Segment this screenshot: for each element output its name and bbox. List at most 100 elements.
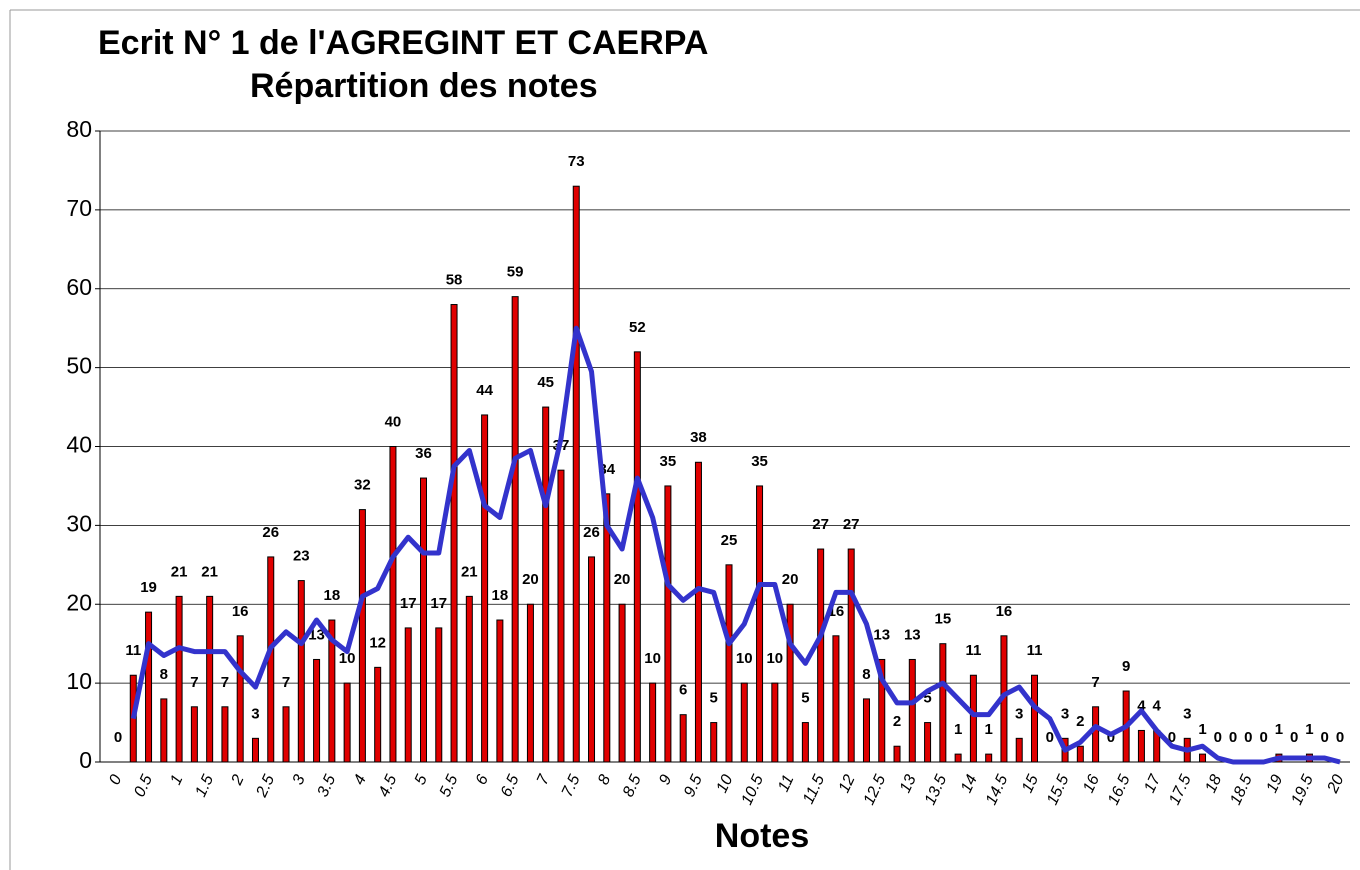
data-label: 44 [476,382,493,399]
bar [649,682,657,763]
y-tick-label: 70 [66,195,92,221]
data-label: 1 [985,721,993,738]
data-label: 45 [537,374,554,391]
bar [878,658,886,763]
data-label: 0 [114,729,122,746]
x-tick-label: 6.5 [498,772,523,799]
x-tick-label: 10 [714,772,737,795]
x-tick-label: 12.5 [861,772,890,808]
data-label: 17 [430,595,447,612]
data-label: 26 [583,524,600,541]
data-label: 0 [1321,729,1329,746]
data-label: 10 [736,650,753,667]
x-tick-label: 0 [106,772,125,787]
data-label: 21 [461,563,478,580]
bar [679,714,687,763]
x-tick-label: 16.5 [1105,772,1134,808]
y-tick-label: 50 [66,353,92,379]
x-tick-label: 11.5 [800,772,828,806]
data-label: 52 [629,319,646,336]
data-label: 19 [140,579,157,596]
data-label: 2 [893,713,901,730]
data-label: 1 [1275,721,1283,738]
bar [435,627,443,763]
data-label: 4 [1137,697,1146,714]
data-label: 32 [354,477,371,494]
data-label: 0 [1244,729,1252,746]
y-tick-label: 20 [66,589,92,615]
bar [557,469,565,763]
x-tick-label: 3.5 [314,772,339,799]
data-label: 3 [251,705,259,722]
x-tick-label: 15.5 [1044,772,1073,808]
bar [236,635,244,763]
bar [481,414,489,763]
bar [908,658,916,763]
x-tick-label: 6 [473,772,492,787]
data-label: 23 [293,548,310,565]
bar [740,682,748,763]
bar [343,682,351,763]
bar [313,658,321,763]
bar [465,595,473,763]
y-tick-label: 10 [66,668,92,694]
x-tick-label: 15 [1019,772,1042,795]
x-tick-label: 3 [290,772,309,787]
data-label: 21 [171,563,188,580]
data-label: 16 [232,603,249,620]
x-tick-label: 18 [1202,772,1225,795]
bar [725,564,733,763]
bar [710,722,718,763]
x-tick-label: 17 [1141,771,1164,795]
x-tick-label: 16 [1080,772,1103,795]
y-tick-label: 60 [66,274,92,300]
bar [526,603,534,763]
bar [954,753,962,763]
x-tick-label: 19 [1263,772,1286,795]
data-label: 35 [751,453,768,470]
bar [1031,674,1038,763]
bar [145,611,153,763]
data-label: 5 [923,690,931,707]
data-label: 1 [1305,721,1313,738]
x-tick-label: 1 [167,772,186,787]
x-tick-label: 13 [897,772,920,795]
bar [1015,737,1023,763]
x-tick-label: 2 [228,772,248,788]
bar [496,619,504,763]
bar [374,666,382,763]
data-label: 7 [1091,674,1099,691]
data-label: 38 [690,429,707,446]
bar [542,406,550,763]
x-tick-label: 8.5 [620,772,645,799]
bar [206,595,214,763]
data-label: 20 [522,571,539,588]
bar [786,603,794,763]
data-label: 3 [1015,705,1023,722]
bar [756,485,764,763]
bar [1076,745,1084,763]
bar [190,706,198,763]
y-tick-label: 40 [66,432,92,458]
data-label: 10 [644,650,661,667]
bar [618,603,626,763]
data-label: 0 [1259,729,1267,746]
x-tick-label: 2.5 [253,772,278,800]
bar [588,556,596,763]
x-tick-label: 14 [958,772,981,795]
data-label: 20 [782,571,799,588]
x-tick-label: 5.5 [437,772,462,799]
data-label: 26 [262,524,279,541]
bar [450,304,458,763]
data-label: 0 [1168,729,1176,746]
x-tick-label: 17.5 [1166,772,1195,808]
x-tick-label: 11 [775,772,797,794]
bar [328,619,336,763]
bar [939,643,947,763]
data-label: 4 [1153,697,1162,714]
data-label: 0 [1290,729,1298,746]
bar [664,485,672,763]
data-label: 18 [492,587,509,604]
data-label: 73 [568,153,585,170]
